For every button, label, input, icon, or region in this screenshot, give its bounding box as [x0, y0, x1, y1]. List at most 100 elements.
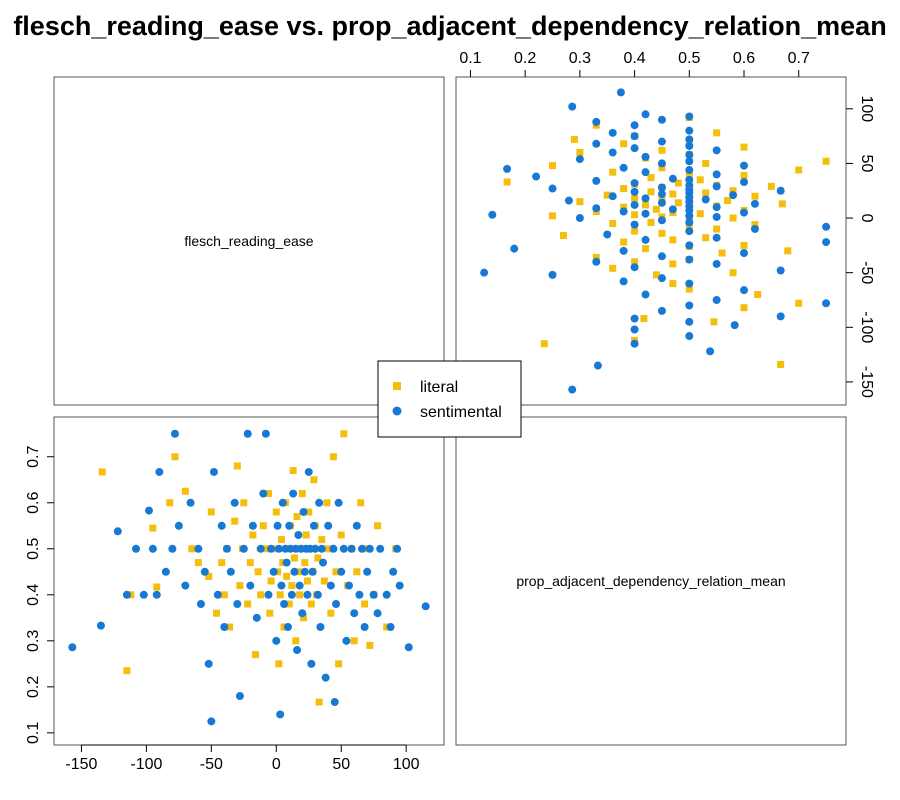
point-literal-tr	[576, 198, 584, 206]
point-sentimental-bl	[233, 600, 242, 609]
point-sentimental-bl	[204, 659, 213, 668]
point-sentimental-bl	[276, 710, 285, 719]
point-sentimental-bl	[342, 636, 351, 645]
point-sentimental-bl	[369, 590, 378, 599]
point-literal-tr	[685, 223, 693, 231]
point-literal-tr	[669, 190, 677, 198]
point-literal-tr	[777, 360, 785, 368]
point-literal-tr	[620, 238, 628, 246]
legend-box	[377, 360, 522, 438]
point-literal-bl	[340, 430, 348, 438]
point-sentimental-bl	[144, 506, 153, 515]
point-literal-tr	[778, 200, 786, 208]
point-sentimental-tr	[740, 286, 749, 295]
point-sentimental-bl	[293, 646, 302, 655]
point-sentimental-tr	[706, 347, 715, 356]
point-literal-tr	[559, 232, 567, 240]
point-sentimental-bl	[226, 567, 235, 576]
point-sentimental-bl	[326, 581, 335, 590]
point-literal-bl	[272, 508, 280, 516]
point-sentimental-tr	[712, 182, 721, 191]
point-literal-bl	[285, 600, 293, 608]
point-sentimental-tr	[657, 274, 666, 283]
point-literal-tr	[609, 264, 617, 272]
point-literal-tr	[620, 203, 628, 211]
point-sentimental-bl	[280, 600, 289, 609]
point-literal-tr	[685, 285, 693, 293]
point-sentimental-bl	[352, 521, 361, 530]
point-sentimental-tr	[776, 186, 785, 195]
point-sentimental-tr	[641, 194, 650, 203]
point-literal-bl	[275, 660, 283, 668]
point-literal-tr	[609, 220, 617, 228]
point-literal-tr	[647, 188, 655, 196]
point-sentimental-bl	[304, 467, 313, 476]
point-literal-bl	[337, 531, 345, 539]
point-literal-bl	[302, 531, 310, 539]
point-sentimental-tr	[510, 244, 519, 253]
point-sentimental-bl	[295, 581, 304, 590]
axes-group: -150 -100 -50 0 50 100 0.1 0.2 0.3 0.4 0.5 0.6 0.7 0.…	[25, 50, 875, 773]
point-literal-bl	[236, 582, 244, 590]
point-literal-bl	[289, 467, 297, 475]
point-sentimental-bl	[307, 659, 316, 668]
point-sentimental-tr	[657, 183, 666, 192]
point-sentimental-bl	[196, 600, 205, 609]
point-literal-bl	[266, 609, 274, 617]
point-sentimental-tr	[630, 144, 639, 153]
point-sentimental-bl	[303, 590, 312, 599]
point-literal-bl	[307, 600, 315, 608]
point-sentimental-bl	[264, 590, 273, 599]
point-literal-tr	[620, 140, 628, 148]
point-sentimental-bl	[337, 567, 346, 576]
point-literal-bl	[332, 568, 340, 576]
point-literal-bl	[324, 545, 332, 553]
point-sentimental-bl	[321, 673, 330, 682]
legend-label-literal: literal	[420, 379, 458, 396]
point-sentimental-bl	[347, 544, 356, 553]
point-sentimental-tr	[712, 295, 721, 304]
tick-label-right: -100	[858, 311, 875, 343]
point-sentimental-bl	[273, 521, 282, 530]
point-sentimental-tr	[641, 110, 650, 119]
point-literal-bl	[353, 568, 361, 576]
point-sentimental-tr	[592, 117, 601, 126]
point-literal-bl	[262, 545, 270, 553]
point-sentimental-tr	[630, 339, 639, 348]
point-sentimental-tr	[685, 135, 694, 144]
point-sentimental-bl	[332, 600, 341, 609]
point-sentimental-tr	[822, 238, 831, 247]
point-sentimental-tr	[603, 230, 612, 239]
point-sentimental-bl	[329, 544, 338, 553]
point-sentimental-tr	[685, 126, 694, 135]
point-sentimental-bl	[376, 544, 385, 553]
point-literal-bl	[293, 513, 301, 521]
panel-bottom-right	[455, 416, 847, 746]
point-literal-bl	[205, 572, 213, 580]
point-literal-bl	[320, 577, 328, 585]
point-sentimental-tr	[608, 128, 617, 137]
tick-label-right: 0	[858, 214, 875, 223]
point-literal-tr	[795, 166, 803, 174]
point-sentimental-bl	[161, 567, 170, 576]
point-literal-bl	[244, 600, 252, 608]
tick-label-bottom: 50	[332, 756, 350, 773]
point-sentimental-tr	[685, 150, 694, 159]
point-sentimental-bl	[252, 613, 261, 622]
point-literal-bl	[350, 637, 358, 645]
point-literal-tr	[740, 143, 748, 151]
point-sentimental-tr	[608, 192, 617, 201]
point-sentimental-bl	[345, 581, 354, 590]
point-sentimental-tr	[630, 325, 639, 334]
point-sentimental-tr	[822, 299, 831, 308]
point-sentimental-tr	[776, 266, 785, 275]
point-sentimental-tr	[668, 174, 677, 183]
diag-label-var1: flesch_reading_ease	[184, 233, 313, 249]
tick-label-right: 100	[858, 95, 875, 122]
point-sentimental-tr	[593, 361, 602, 370]
point-literal-bl	[357, 499, 365, 507]
point-literal-tr	[631, 258, 639, 266]
point-sentimental-tr	[641, 209, 650, 218]
point-literal-bl	[194, 559, 202, 567]
